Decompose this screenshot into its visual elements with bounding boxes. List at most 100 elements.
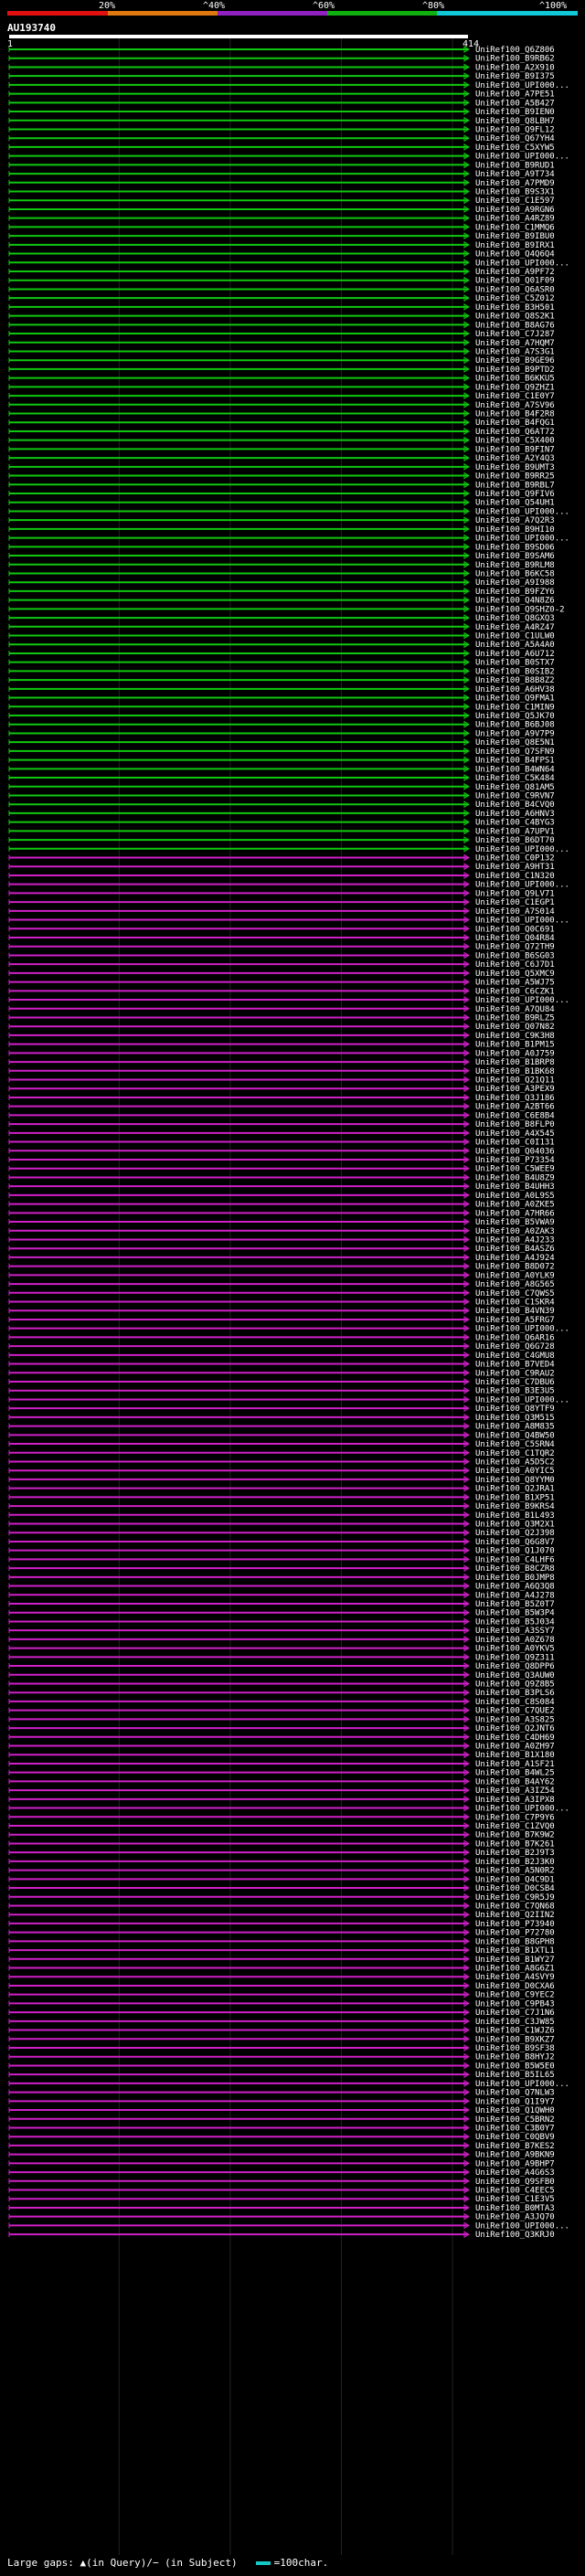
hit-label[interactable]: UniRef100_C1ZVQ0 [475,1822,555,1831]
hit-row[interactable]: UniRef100_Q6G8V7 [8,1538,555,1547]
hit-row[interactable]: UniRef100_A7PE51 [8,90,555,100]
hit-row[interactable]: UniRef100_C9RAU2 [8,1369,555,1378]
hit-label[interactable]: UniRef100_UPI000... [475,153,569,162]
hit-label[interactable]: UniRef100_B7K261 [475,1839,555,1849]
hit-row[interactable]: UniRef100_C1TQR2 [8,1449,555,1458]
hit-label[interactable]: UniRef100_Q3M515 [475,1414,555,1423]
hit-label[interactable]: UniRef100_A3SSY7 [475,1627,555,1636]
hit-row[interactable]: UniRef100_A0L9S5 [8,1192,555,1201]
hit-label[interactable]: UniRef100_B6KKU5 [475,375,555,384]
hit-label[interactable]: UniRef100_Q07N82 [475,1023,555,1032]
hit-row[interactable]: UniRef100_B9SAM6 [8,552,555,561]
hit-row[interactable]: UniRef100_UPI000... [8,996,569,1005]
hit-row[interactable]: UniRef100_A7PMD9 [8,179,555,188]
hit-label[interactable]: UniRef100_B4F2R8 [475,410,555,419]
hit-row[interactable]: UniRef100_Q2IIN2 [8,1911,555,1920]
hit-row[interactable]: UniRef100_C0QBV9 [8,2133,555,2142]
hit-label[interactable]: UniRef100_P72780 [475,1929,555,1938]
hit-label[interactable]: UniRef100_A3S825 [475,1715,555,1724]
hit-row[interactable]: UniRef100_A9RGN6 [8,206,555,215]
hit-label[interactable]: UniRef100_B9SAM6 [475,552,555,561]
hit-row[interactable]: UniRef100_C9RVN7 [8,791,555,800]
hit-label[interactable]: UniRef100_A4RZ89 [475,215,555,224]
hit-row[interactable]: UniRef100_A4J278 [8,1591,555,1600]
hit-row[interactable]: UniRef100_B4AY62 [8,1777,555,1786]
hit-row[interactable]: UniRef100_C7J1N6 [8,2009,555,2018]
hit-label[interactable]: UniRef100_Q5JK70 [475,712,555,721]
hit-label[interactable]: UniRef100_C5K484 [475,774,555,783]
hit-row[interactable]: UniRef100_B2J9T3 [8,1849,555,1858]
hit-row[interactable]: UniRef100_C6J7D1 [8,960,555,970]
hit-row[interactable]: UniRef100_A7S3G1 [8,347,555,356]
hit-label[interactable]: UniRef100_Q9Z311 [475,1653,555,1662]
hit-row[interactable]: UniRef100_A0Z678 [8,1636,555,1645]
hit-label[interactable]: UniRef100_A0YKV5 [475,1645,555,1654]
hit-row[interactable]: UniRef100_B9I375 [8,72,555,81]
hit-label[interactable]: UniRef100_C4GMU8 [475,1352,555,1361]
hit-row[interactable]: UniRef100_C5Z012 [8,294,555,303]
hit-label[interactable]: UniRef100_Q8YYM0 [475,1476,555,1485]
hit-label[interactable]: UniRef100_B5W3P4 [475,1609,555,1618]
hit-label[interactable]: UniRef100_B1X180 [475,1751,555,1760]
hit-row[interactable]: UniRef100_B9RUD1 [8,161,555,170]
hit-row[interactable]: UniRef100_Q9FL12 [8,125,555,134]
hit-label[interactable]: UniRef100_C4EEC5 [475,2187,555,2196]
hit-row[interactable]: UniRef100_B5Z0T7 [8,1600,555,1609]
hit-row[interactable]: UniRef100_B9GE96 [8,356,555,366]
hit-row[interactable]: UniRef100_B5W5E0 [8,2062,555,2071]
hit-row[interactable]: UniRef100_B5IL65 [8,2071,555,2080]
hit-label[interactable]: UniRef100_B0STX7 [475,659,555,668]
hit-row[interactable]: UniRef100_A0YKV5 [8,1645,555,1654]
hit-label[interactable]: UniRef100_B0SIB2 [475,667,555,676]
hit-label[interactable]: UniRef100_Q8GXQ3 [475,614,555,623]
hit-label[interactable]: UniRef100_A7HQM7 [475,339,555,348]
hit-row[interactable]: UniRef100_Q8LBH7 [8,117,555,126]
hit-row[interactable]: UniRef100_B1L493 [8,1511,555,1521]
hit-label[interactable]: UniRef100_C1TQR2 [475,1449,555,1458]
hit-label[interactable]: UniRef100_B7KES2 [475,2142,555,2151]
hit-row[interactable]: UniRef100_B9HI10 [8,525,555,535]
hit-row[interactable]: UniRef100_C7P9Y6 [8,1813,555,1822]
hit-label[interactable]: UniRef100_B9IBU0 [475,232,555,241]
hit-row[interactable]: UniRef100_Q54UH1 [8,499,555,508]
hit-label[interactable]: UniRef100_B4WL25 [475,1769,555,1778]
hit-label[interactable]: UniRef100_B8HYJ2 [475,2053,555,2062]
hit-row[interactable]: UniRef100_A7S014 [8,907,555,917]
hit-label[interactable]: UniRef100_A5N0R2 [475,1867,555,1876]
hit-label[interactable]: UniRef100_A0ZAK3 [475,1227,555,1236]
hit-row[interactable]: UniRef100_B1WY27 [8,1956,555,1965]
hit-label[interactable]: UniRef100_C5BRN2 [475,2115,555,2125]
hit-row[interactable]: UniRef100_B0JMP8 [8,1574,555,1583]
hit-row[interactable]: UniRef100_Q72TH9 [8,943,555,952]
hit-label[interactable]: UniRef100_B6SG03 [475,951,555,960]
hit-row[interactable]: UniRef100_Q9SFB0 [8,2178,555,2187]
hit-label[interactable]: UniRef100_A3JQ70 [475,2213,555,2222]
hit-label[interactable]: UniRef100_C9PB43 [475,1999,555,2009]
hit-row[interactable]: UniRef100_B4VN39 [8,1307,555,1316]
hit-label[interactable]: UniRef100_A5A4A0 [475,641,555,650]
hit-label[interactable]: UniRef100_A5WJ75 [475,979,555,988]
hit-row[interactable]: UniRef100_C4LHF6 [8,1555,555,1564]
hit-row[interactable]: UniRef100_B9RB62 [8,55,555,64]
hit-row[interactable]: UniRef100_B5W3P4 [8,1609,555,1618]
hit-row[interactable]: UniRef100_B4ASZ6 [8,1245,555,1254]
hit-row[interactable]: UniRef100_C7DBU6 [8,1378,555,1387]
hit-label[interactable]: UniRef100_A8G6Z1 [475,1965,555,1974]
hit-row[interactable]: UniRef100_C1E0Y7 [8,392,555,401]
hit-label[interactable]: UniRef100_A5FRG7 [475,1316,555,1325]
hit-label[interactable]: UniRef100_A8M835 [475,1423,555,1432]
hit-label[interactable]: UniRef100_C7DBU6 [475,1378,555,1387]
hit-row[interactable]: UniRef100_A2Y4Q3 [8,454,555,463]
hit-label[interactable]: UniRef100_B4U8Z9 [475,1173,555,1182]
hit-label[interactable]: UniRef100_Q9SHZ0-2 [475,605,565,614]
hit-row[interactable]: UniRef100_C8S084 [8,1698,555,1707]
hit-label[interactable]: UniRef100_Q8LBH7 [475,117,555,126]
hit-row[interactable]: UniRef100_A8G6Z1 [8,1965,555,1974]
hit-row[interactable]: UniRef100_B0MTA3 [8,2204,555,2213]
hit-label[interactable]: UniRef100_Q9Z8B5 [475,1680,555,1689]
hit-row[interactable]: UniRef100_C1ULW0 [8,632,555,641]
hit-label[interactable]: UniRef100_B6BJ08 [475,721,555,730]
hit-row[interactable]: UniRef100_C0I131 [8,1139,555,1148]
hit-label[interactable]: UniRef100_C1SKR4 [475,1299,555,1308]
hit-label[interactable]: UniRef100_A1SF21 [475,1760,555,1769]
